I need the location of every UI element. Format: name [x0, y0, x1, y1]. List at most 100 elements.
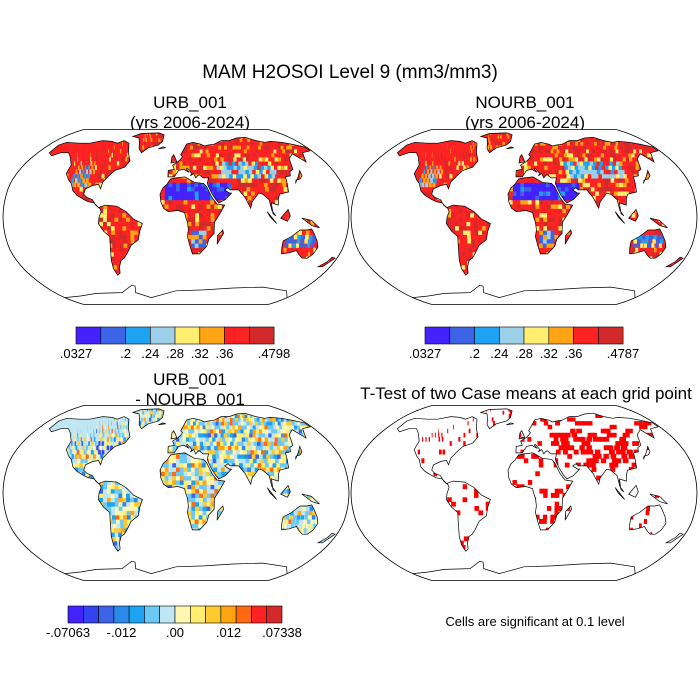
grid-cell: [194, 238, 200, 244]
grid-cell: [651, 243, 655, 248]
grid-cell: [478, 225, 483, 231]
grid-cell: [470, 225, 475, 231]
grid-cell: [172, 204, 177, 209]
grid-cell: [206, 204, 211, 209]
grid-cell: [187, 217, 192, 222]
grid-cell: [546, 234, 551, 240]
grid-cell: [287, 247, 291, 253]
grid-cell: [466, 212, 471, 218]
grid-cell: [218, 173, 224, 179]
grid-cell: [199, 217, 204, 222]
grid-cell: [252, 182, 259, 188]
grid-cell: [217, 234, 222, 240]
grid-cell: [283, 247, 287, 253]
grid-cell: [262, 169, 269, 175]
grid-cell: [74, 165, 77, 170]
grid-cell: [198, 186, 203, 192]
grid-cell: [201, 145, 207, 150]
grid-cell: [474, 221, 479, 227]
grid-cell: [276, 169, 283, 175]
grid-cell: [454, 212, 460, 218]
grid-cell: [191, 195, 196, 201]
grid-cell: [222, 177, 228, 183]
grid-cell: [463, 238, 469, 244]
grid-cell: [447, 212, 452, 218]
grid-cell: [447, 221, 452, 227]
grid-cell: [230, 156, 236, 162]
grid-cell: [172, 199, 177, 205]
grid-cell: [99, 221, 104, 227]
grid-cell: [477, 221, 483, 227]
grid-cell: [91, 182, 95, 188]
grid-cell: [108, 148, 109, 154]
grid-cell: [242, 156, 249, 162]
grid-cell: [458, 217, 464, 222]
grid-cell: [643, 243, 647, 248]
grid-cell: [451, 204, 456, 209]
grid-cell: [122, 221, 127, 227]
grid-cell: [74, 191, 79, 196]
grid-cell: [160, 195, 166, 201]
grid-cell: [245, 160, 251, 166]
grid-cell: [466, 225, 472, 231]
grid-cell: [266, 195, 272, 201]
grid-cell: [198, 230, 204, 235]
grid-cell: [108, 152, 110, 158]
grid-cell: [196, 148, 202, 154]
grid-cell: [285, 238, 289, 244]
grid-cell: [153, 138, 156, 142]
grid-cell: [147, 134, 149, 139]
grid-cell: [312, 234, 317, 240]
grid-cell: [467, 243, 473, 248]
coastline: [266, 211, 277, 224]
grid-cell: [266, 169, 273, 175]
grid-cell: [189, 169, 195, 175]
grid-cell: [192, 160, 197, 166]
grid-cell: [539, 243, 544, 248]
grid-cell: [143, 141, 146, 146]
grid-cell: [547, 221, 552, 227]
grid-cell: [215, 152, 222, 158]
grid-cell: [461, 264, 468, 270]
grid-cell: [226, 148, 232, 154]
grid-cell: [79, 186, 83, 192]
grid-cell: [271, 199, 276, 205]
grid-cell: [679, 256, 681, 261]
grid-cell: [182, 160, 187, 166]
coastline: [216, 229, 224, 245]
grid-cell: [126, 230, 131, 235]
grid-cell: [199, 165, 205, 170]
grid-cell: [211, 148, 217, 154]
grid-cell: [524, 199, 529, 205]
grid-cell: [543, 225, 548, 231]
grid-cell: [160, 138, 164, 142]
grid-cell: [508, 199, 514, 205]
grid-cell: [653, 247, 657, 253]
grid-cell: [115, 260, 122, 266]
grid-cell: [458, 221, 464, 227]
grid-cell: [458, 212, 464, 218]
grid-cell: [455, 230, 460, 235]
grid-cell: [193, 173, 199, 179]
grid-cell: [516, 208, 521, 214]
grid-cell: [631, 217, 636, 222]
grid-cell: [190, 247, 195, 253]
grid-cell: [535, 212, 540, 218]
grid-cell: [183, 191, 188, 196]
grid-cell: [241, 169, 248, 175]
grid-cell: [642, 247, 646, 253]
grid-cell: [512, 204, 517, 209]
grid-cell: [164, 204, 169, 209]
grid-cell: [535, 221, 540, 227]
grid-cell: [87, 173, 90, 179]
grid-cell: [283, 217, 288, 222]
grid-cell: [219, 165, 226, 170]
grid-cell: [477, 217, 483, 222]
grid-cell: [637, 238, 641, 244]
grid-cell: [199, 208, 204, 214]
grid-cell: [75, 186, 80, 192]
grid-cell: [172, 177, 177, 183]
grid-cell: [527, 208, 533, 214]
grid-cell: [99, 156, 101, 162]
grid-cell: [129, 217, 135, 222]
